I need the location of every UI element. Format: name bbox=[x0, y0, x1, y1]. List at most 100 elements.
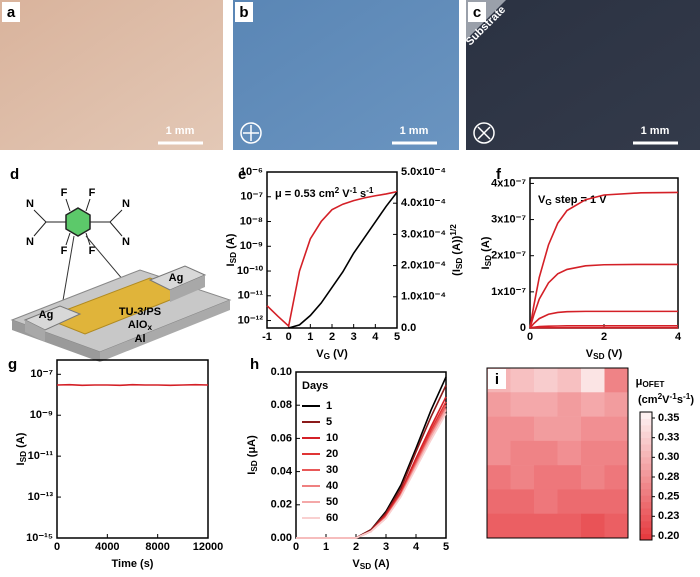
superscript: -1 bbox=[366, 186, 374, 195]
colorbar-step bbox=[640, 437, 652, 445]
annotation: μ = 0.53 cm2 V-1 s-1 bbox=[275, 186, 374, 200]
x-tick-label: 2 bbox=[353, 541, 359, 553]
superscript: 2 bbox=[658, 392, 663, 401]
colorbar-step bbox=[640, 488, 652, 496]
panel-label-box bbox=[488, 369, 506, 389]
heatmap-cell bbox=[510, 368, 535, 393]
colorbar-tick-label: 0.30 bbox=[658, 451, 679, 463]
y-tick-label: 10⁻⁶ bbox=[240, 166, 263, 178]
heatmap-cell bbox=[534, 368, 558, 393]
text-part: I bbox=[246, 472, 258, 475]
legend-label: 50 bbox=[326, 496, 338, 508]
x-axis-label: VG (V) bbox=[316, 348, 348, 361]
colorbar-step bbox=[640, 533, 652, 541]
y-tick-label: 10⁻¹³ bbox=[28, 491, 54, 503]
text-part: (I bbox=[451, 269, 463, 276]
scale-label: 1 mm bbox=[166, 125, 195, 137]
heatmap-cell bbox=[604, 465, 629, 490]
atom-label: F bbox=[89, 245, 96, 257]
x-axis-label: VSD (V) bbox=[586, 348, 623, 361]
colorbar-title: μOFET bbox=[636, 376, 665, 389]
text-part: s bbox=[357, 188, 366, 200]
colorbar-step bbox=[640, 520, 652, 528]
x-tick-label: 12000 bbox=[193, 541, 224, 553]
heatmap-cell bbox=[581, 368, 605, 393]
heatmap-cell bbox=[510, 513, 535, 539]
heatmap-cell bbox=[604, 416, 629, 442]
heatmap-cell bbox=[487, 489, 511, 515]
text-part: (A) bbox=[225, 233, 237, 252]
y-tick-label: 2x10⁻⁷ bbox=[491, 250, 526, 262]
y-tick-label: 0.00 bbox=[271, 532, 292, 544]
legend-label: 5 bbox=[326, 416, 332, 428]
heatmap-cell bbox=[581, 465, 605, 490]
colorbar-step bbox=[640, 508, 652, 515]
text-part: (A)) bbox=[451, 235, 463, 257]
colorbar-step bbox=[640, 412, 652, 419]
text-part: ) bbox=[690, 394, 694, 406]
plot-frame bbox=[295, 371, 447, 539]
y-tick-label: 10⁻⁷ bbox=[240, 191, 263, 203]
heatmap-cell bbox=[604, 392, 629, 417]
colorbar-tick-label: 0.35 bbox=[658, 412, 679, 424]
panel-label: h bbox=[250, 356, 259, 373]
y-axis-label: ISD (μA) bbox=[246, 435, 259, 475]
heatmap-cell bbox=[534, 392, 558, 417]
x-tick-label: 4 bbox=[675, 331, 682, 343]
heatmap-cell bbox=[557, 513, 582, 539]
layer-label: TU-3/PS bbox=[119, 306, 161, 318]
panel-label: e bbox=[238, 166, 246, 183]
y-tick-label: 3x10⁻⁷ bbox=[491, 213, 526, 225]
panel-label: i bbox=[495, 371, 499, 388]
y-axis-label: ISD (A) bbox=[225, 233, 238, 266]
y-tick-label: 10⁻¹⁰ bbox=[237, 265, 264, 277]
data-line bbox=[288, 191, 398, 329]
colorbar-step bbox=[640, 444, 652, 451]
text-part: I bbox=[480, 266, 492, 269]
y-tick-label: 0.04 bbox=[271, 466, 293, 478]
colorbar-step bbox=[640, 527, 652, 535]
panel-label: b bbox=[239, 4, 248, 21]
device-diagram: d F F F F N N N N Ag Ag TU-3/PS AlOx Al bbox=[10, 166, 232, 362]
text-part: V bbox=[339, 188, 350, 200]
text-part: (A) bbox=[15, 432, 27, 451]
text-part: V bbox=[352, 558, 360, 570]
heatmap-cell bbox=[510, 465, 535, 490]
colorbar-step bbox=[640, 514, 652, 522]
x-tick-label: 1 bbox=[307, 331, 313, 343]
colorbar-title: (cm2V-1s-1) bbox=[638, 392, 694, 406]
text-part: μ bbox=[636, 376, 643, 388]
heatmap-cell bbox=[487, 440, 511, 466]
y-tick-label: 10⁻¹¹ bbox=[238, 290, 264, 302]
y-tick-label: 10⁻⁸ bbox=[240, 215, 263, 227]
x-tick-label: 1 bbox=[323, 541, 329, 553]
subscript: SD bbox=[360, 562, 372, 571]
colorbar-step bbox=[640, 450, 652, 458]
panel-label: g bbox=[8, 356, 17, 373]
colorbar-step bbox=[640, 418, 652, 426]
layer-label: Al bbox=[135, 333, 146, 345]
layer-label: AlOx bbox=[128, 319, 153, 332]
heatmap-cell bbox=[534, 489, 558, 515]
x-tick-label: 2 bbox=[601, 331, 607, 343]
heatmap-cell bbox=[604, 513, 629, 539]
x-tick-label: 8000 bbox=[145, 541, 169, 553]
atom-label: N bbox=[122, 198, 130, 210]
x-tick-label: 4 bbox=[372, 331, 379, 343]
heatmap-cell bbox=[534, 465, 558, 490]
x-tick-label: 4 bbox=[413, 541, 420, 553]
colorbar-step bbox=[640, 431, 652, 439]
atom-label: N bbox=[122, 236, 130, 248]
y-tick-label: 10⁻⁷ bbox=[30, 368, 53, 380]
heatmap-cell bbox=[510, 489, 535, 515]
y2-tick-label: 5.0x10⁻⁴ bbox=[401, 166, 446, 178]
subscript: G bbox=[324, 352, 330, 361]
text-part: (A) bbox=[480, 236, 492, 255]
y-tick-label: 10⁻¹¹ bbox=[28, 450, 54, 462]
x-tick-label: 3 bbox=[351, 331, 357, 343]
heatmap-cell bbox=[581, 489, 605, 515]
heatmap-cell bbox=[557, 368, 582, 393]
colorbar-tick-label: 0.28 bbox=[658, 471, 679, 483]
y2-tick-label: 3.0x10⁻⁴ bbox=[401, 228, 446, 240]
heatmap-cell bbox=[557, 465, 582, 490]
